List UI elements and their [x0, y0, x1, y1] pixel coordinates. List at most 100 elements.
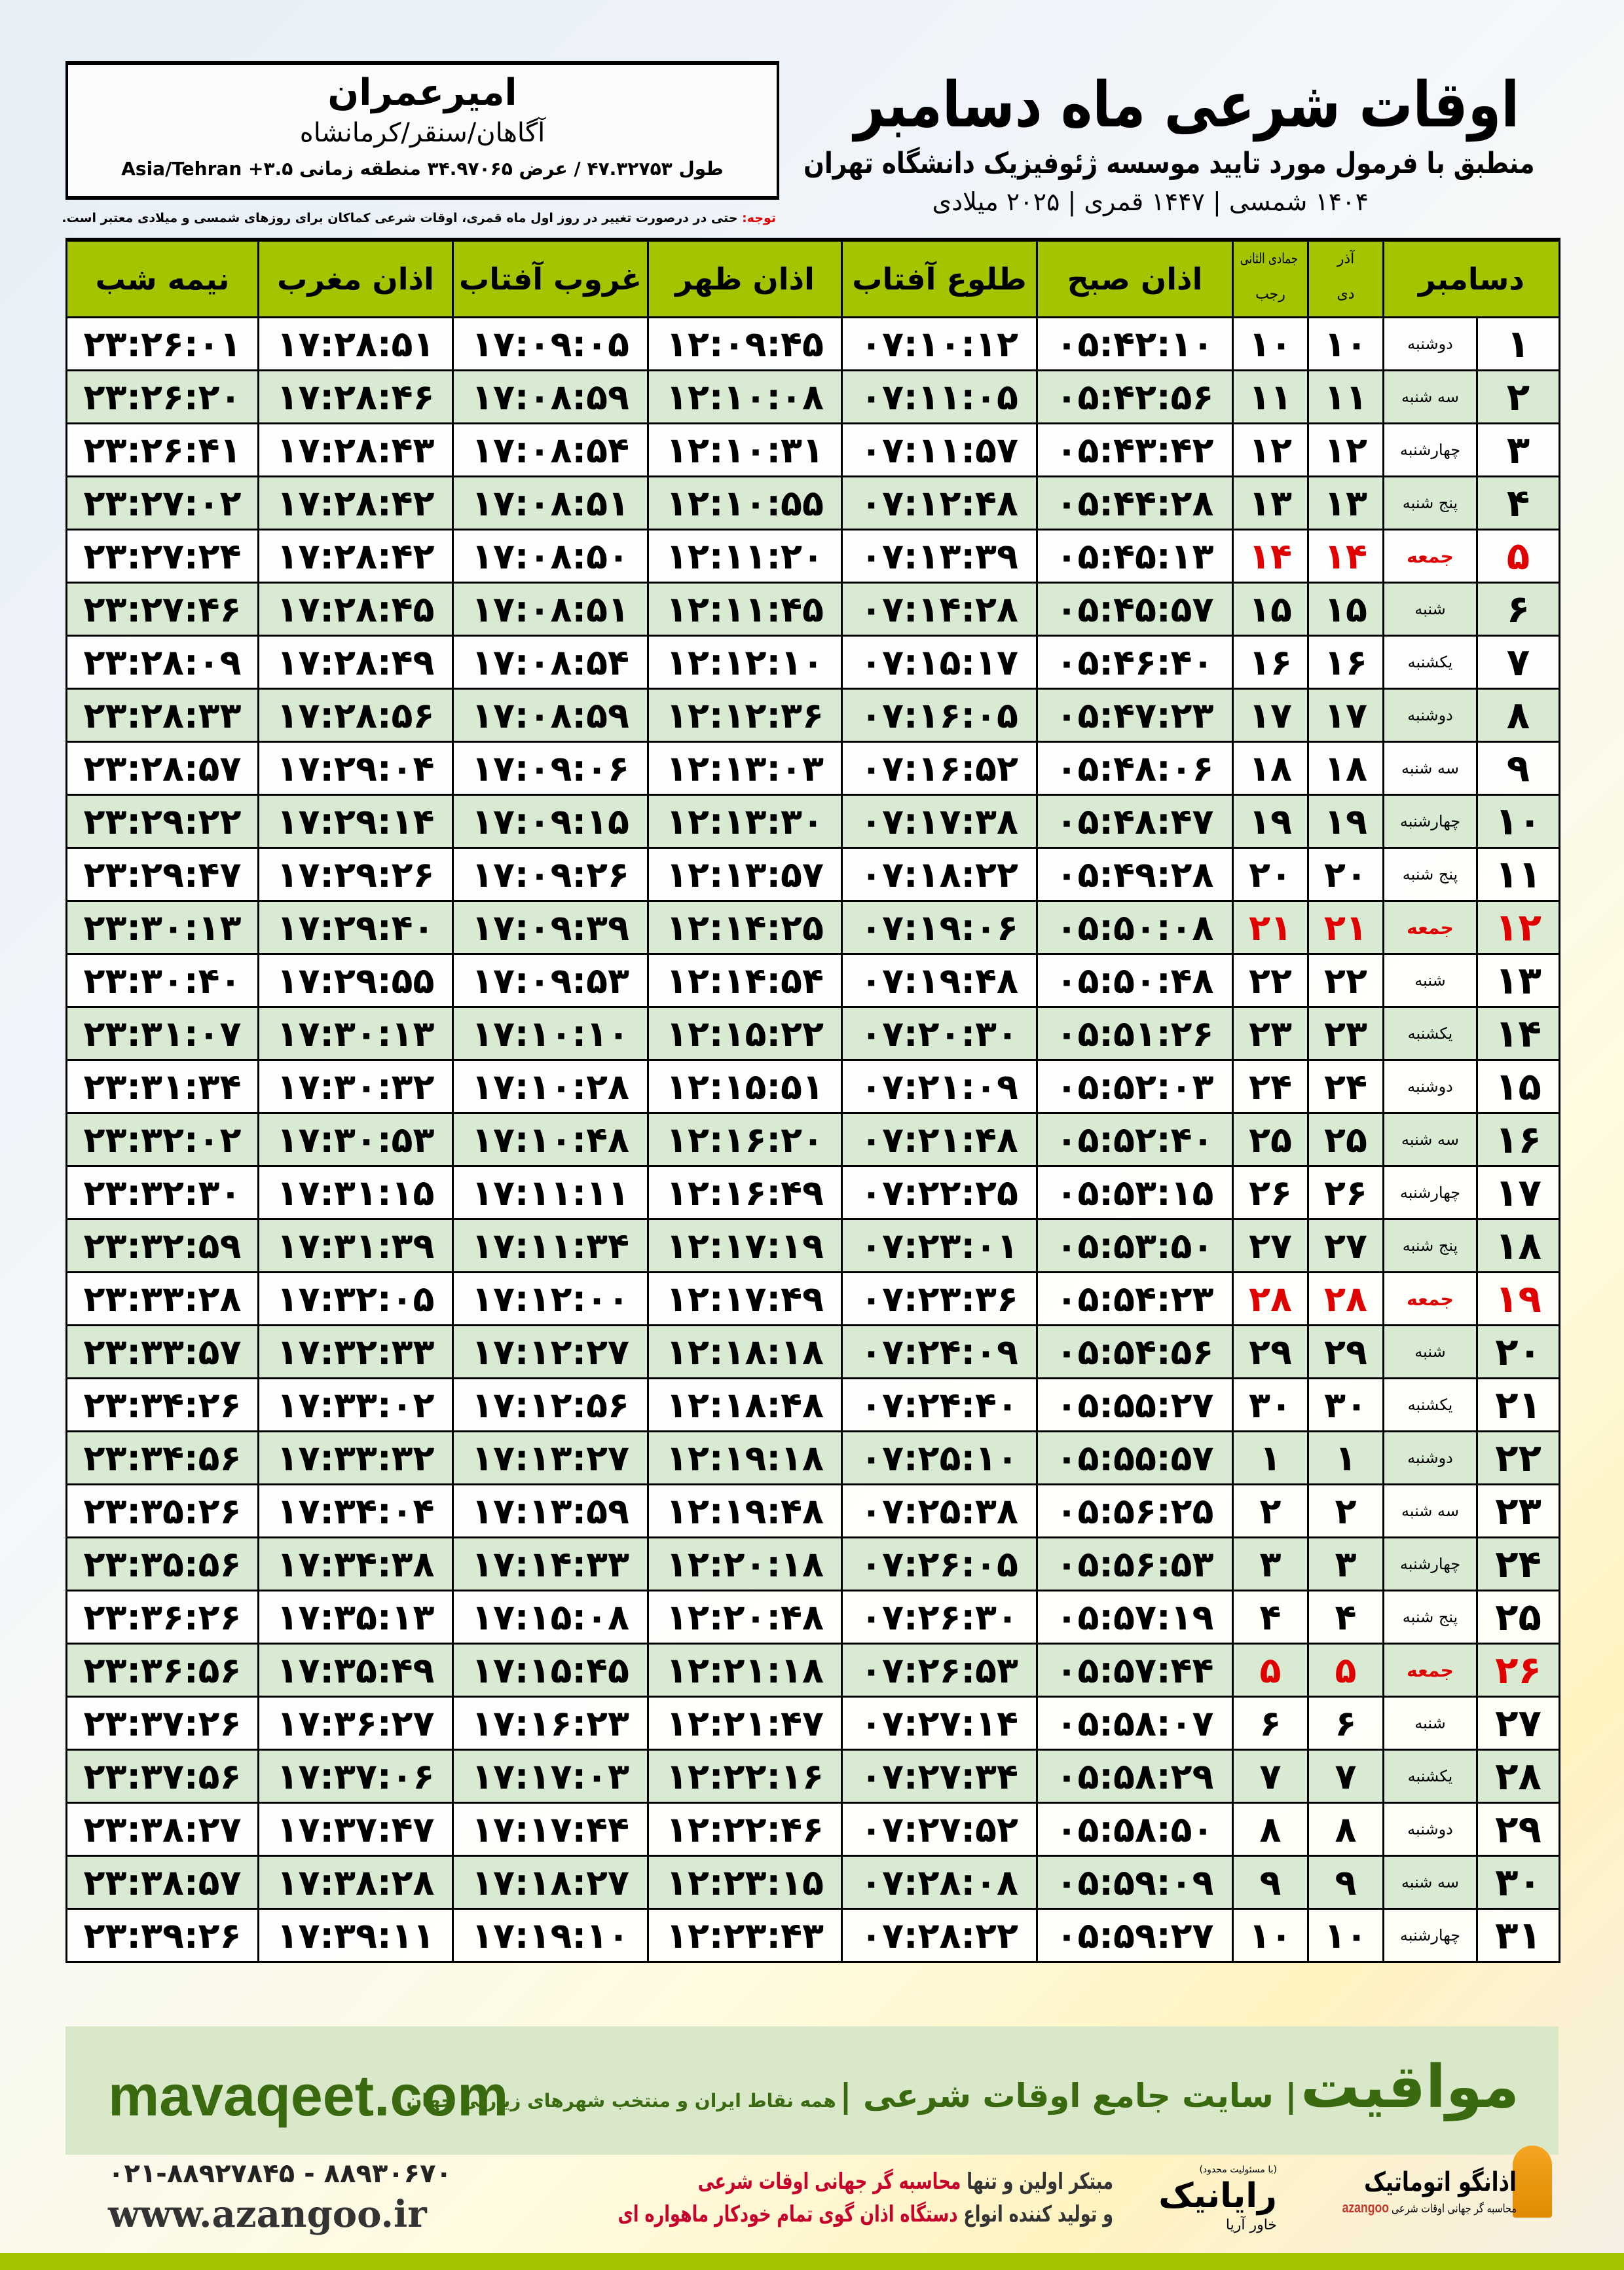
- cell-sunrise: ۰۷:۲۱:۴۸: [841, 1112, 1038, 1167]
- azangoo-link[interactable]: www.azangoo.ir: [108, 2193, 427, 2236]
- cell-qamari: ۲۷: [1232, 1218, 1309, 1273]
- cell-fajr: ۰۵:۴۸:۴۷: [1036, 794, 1234, 849]
- site-link[interactable]: mavaqeet.com: [108, 2063, 509, 2128]
- cell-shamsi: ۱۸: [1307, 741, 1384, 796]
- col-qamari-top: جمادی الثانی: [1240, 251, 1298, 267]
- cell-midnight: ۲۳:۳۰:۴۰: [65, 953, 259, 1008]
- cell-sunset: ۱۷:۱۴:۳۳: [452, 1536, 649, 1591]
- cell-maghrib: ۱۷:۲۹:۲۶: [257, 847, 454, 902]
- cell-dhuhr: ۱۲:۱۸:۴۸: [647, 1377, 843, 1432]
- city-name: امیرعمران: [327, 71, 517, 114]
- cell-midnight: ۲۳:۳۳:۵۷: [65, 1324, 259, 1379]
- cell-qamari: ۱۲: [1232, 422, 1309, 477]
- cell-midnight: ۲۳:۲۶:۲۰: [65, 369, 259, 424]
- cell-fajr: ۰۵:۵۳:۵۰: [1036, 1218, 1234, 1273]
- cell-midnight: ۲۳:۳۷:۲۶: [65, 1696, 259, 1751]
- cell-maghrib: ۱۷:۲۸:۴۵: [257, 582, 454, 637]
- cell-shamsi: ۲۸: [1307, 1271, 1384, 1326]
- cell-shamsi: ۲۵: [1307, 1112, 1384, 1167]
- col-midnight: نیمه شب: [65, 238, 259, 318]
- cell-maghrib: ۱۷:۲۸:۴۲: [257, 475, 454, 530]
- cell-qamari: ۱۳: [1232, 475, 1309, 530]
- cell-sunset: ۱۷:۱۰:۲۸: [452, 1059, 649, 1114]
- cell-midnight: ۲۳:۳۲:۳۰: [65, 1165, 259, 1220]
- table-row: ۶ شنبه ۱۵ ۱۵ ۰۵:۴۵:۵۷ ۰۷:۱۴:۲۸ ۱۲:۱۱:۴۵ ۱۷:۰۸:۵…: [65, 582, 1560, 637]
- cell-fajr: ۰۵:۵۲:۰۳: [1036, 1059, 1234, 1114]
- cell-midnight: ۲۳:۳۵:۵۶: [65, 1536, 259, 1591]
- cell-fajr: ۰۵:۵۸:۰۷: [1036, 1696, 1234, 1751]
- mavaqeet-banner: mavaqeet.com مواقیت | سایت جامع اوقات شر…: [65, 2026, 1559, 2155]
- cell-sunset: ۱۷:۰۹:۳۹: [452, 900, 649, 955]
- azangoo-sub: محاسبه گر جهانی اوقات شرعی: [1392, 2202, 1517, 2216]
- cell-dhuhr: ۱۲:۱۴:۲۵: [647, 900, 843, 955]
- col-qamari: جمادی الثانی رجب: [1232, 238, 1309, 318]
- cell-sunrise: ۰۷:۲۶:۳۰: [841, 1590, 1038, 1645]
- cell-weekday: پنج شنبه: [1382, 475, 1478, 530]
- cell-maghrib: ۱۷:۲۸:۴۳: [257, 422, 454, 477]
- cell-qamari: ۹: [1232, 1855, 1309, 1910]
- table-row: ۱۱ پنج شنبه ۲۰ ۲۰ ۰۵:۴۹:۲۸ ۰۷:۱۸:۲۲ ۱۲:۱۳:۵۷ ۱۷…: [65, 847, 1560, 902]
- cell-fajr: ۰۵:۵۱:۲۶: [1036, 1006, 1234, 1061]
- cell-dhuhr: ۱۲:۱۳:۳۰: [647, 794, 843, 849]
- cell-sunset: ۱۷:۰۹:۰۶: [452, 741, 649, 796]
- cell-sunset: ۱۷:۰۸:۵۹: [452, 688, 649, 743]
- cell-qamari: ۱۴: [1232, 529, 1309, 584]
- cell-sunset: ۱۷:۰۸:۵۰: [452, 529, 649, 584]
- cell-midnight: ۲۳:۳۴:۵۶: [65, 1430, 259, 1485]
- cell-shamsi: ۲۳: [1307, 1006, 1384, 1061]
- brand-tagline: | سایت جامع اوقات شرعی |: [840, 2077, 1297, 2115]
- cell-shamsi: ۱۹: [1307, 794, 1384, 849]
- table-row: ۱۹ جمعه ۲۸ ۲۸ ۰۵:۵۴:۲۳ ۰۷:۲۳:۳۶ ۱۲:۱۷:۴۹ ۱۷:۱۲:…: [65, 1271, 1560, 1326]
- cell-sunrise: ۰۷:۲۸:۲۲: [841, 1908, 1038, 1963]
- cell-day: ۱۷: [1476, 1165, 1560, 1220]
- cell-day: ۱۰: [1476, 794, 1560, 849]
- cell-day: ۱۲: [1476, 900, 1560, 955]
- cell-shamsi: ۱۴: [1307, 529, 1384, 584]
- table-row: ۱۰ چهارشنبه ۱۹ ۱۹ ۰۵:۴۸:۴۷ ۰۷:۱۷:۳۸ ۱۲:۱۳:۳۰ ۱۷…: [65, 794, 1560, 849]
- cell-qamari: ۲۰: [1232, 847, 1309, 902]
- cell-fajr: ۰۵:۴۲:۱۰: [1036, 316, 1234, 371]
- cell-shamsi: ۶: [1307, 1696, 1384, 1751]
- cell-shamsi: ۱۰: [1307, 1908, 1384, 1963]
- cell-shamsi: ۳: [1307, 1536, 1384, 1591]
- cell-sunset: ۱۷:۱۱:۱۱: [452, 1165, 649, 1220]
- cell-maghrib: ۱۷:۳۱:۱۵: [257, 1165, 454, 1220]
- table-row: ۱۳ شنبه ۲۲ ۲۲ ۰۵:۵۰:۴۸ ۰۷:۱۹:۴۸ ۱۲:۱۴:۵۴ ۱۷:۰۹:…: [65, 953, 1560, 1008]
- cell-day: ۵: [1476, 529, 1560, 584]
- cell-shamsi: ۵: [1307, 1643, 1384, 1698]
- cell-day: ۲۳: [1476, 1483, 1560, 1538]
- cell-weekday: یکشنبه: [1382, 1006, 1478, 1061]
- location-box: امیرعمران آگاهان/سنقر/کرمانشاه طول ۴۷.۳۲…: [65, 61, 779, 200]
- cell-sunrise: ۰۷:۱۳:۳۹: [841, 529, 1038, 584]
- cell-maghrib: ۱۷:۳۵:۴۹: [257, 1643, 454, 1698]
- promo-line2a: و تولید کننده انواع: [957, 2201, 1113, 2227]
- cell-day: ۱۹: [1476, 1271, 1560, 1326]
- promo-line2b: دستگاه اذان گوی تمام خودکار ماهواره ای: [618, 2201, 958, 2227]
- city-coordinates: طول ۴۷.۳۲۷۵۳ / عرض ۳۴.۹۷۰۶۵ منطقه زمانی …: [121, 158, 724, 179]
- cell-qamari: ۱۵: [1232, 582, 1309, 637]
- cell-fajr: ۰۵:۴۹:۲۸: [1036, 847, 1234, 902]
- cell-sunset: ۱۷:۰۸:۵۴: [452, 635, 649, 690]
- cell-sunrise: ۰۷:۱۶:۰۵: [841, 688, 1038, 743]
- rayanik-logo: (با مسئولیت محدود) رایانیک خاور آریا: [1120, 2164, 1277, 2235]
- cell-shamsi: ۷: [1307, 1749, 1384, 1804]
- cell-fajr: ۰۵:۵۴:۲۳: [1036, 1271, 1234, 1326]
- cell-day: ۳: [1476, 422, 1560, 477]
- cell-fajr: ۰۵:۵۴:۵۶: [1036, 1324, 1234, 1379]
- cell-dhuhr: ۱۲:۱۶:۲۰: [647, 1112, 843, 1167]
- table-row: ۱۶ سه شنبه ۲۵ ۲۵ ۰۵:۵۲:۴۰ ۰۷:۲۱:۴۸ ۱۲:۱۶:۲۰ ۱۷:…: [65, 1112, 1560, 1167]
- cell-qamari: ۸: [1232, 1802, 1309, 1857]
- cell-sunset: ۱۷:۱۵:۴۵: [452, 1643, 649, 1698]
- cell-midnight: ۲۳:۳۱:۰۷: [65, 1006, 259, 1061]
- cell-dhuhr: ۱۲:۱۶:۴۹: [647, 1165, 843, 1220]
- table-row: ۷ یکشنبه ۱۶ ۱۶ ۰۵:۴۶:۴۰ ۰۷:۱۵:۱۷ ۱۲:۱۲:۱۰ ۱۷:۰۸…: [65, 635, 1560, 690]
- cell-fajr: ۰۵:۵۶:۵۳: [1036, 1536, 1234, 1591]
- cell-shamsi: ۲۲: [1307, 953, 1384, 1008]
- cell-sunset: ۱۷:۱۲:۵۶: [452, 1377, 649, 1432]
- cell-weekday: دوشنبه: [1382, 316, 1478, 371]
- cell-midnight: ۲۳:۲۸:۰۹: [65, 635, 259, 690]
- cell-sunrise: ۰۷:۲۳:۰۱: [841, 1218, 1038, 1273]
- col-shamsi-bottom: دی: [1337, 286, 1355, 303]
- table-row: ۱ دوشنبه ۱۰ ۱۰ ۰۵:۴۲:۱۰ ۰۷:۱۰:۱۲ ۱۲:۰۹:۴۵ ۱۷:۰۹…: [65, 316, 1560, 371]
- cell-weekday: چهارشنبه: [1382, 1536, 1478, 1591]
